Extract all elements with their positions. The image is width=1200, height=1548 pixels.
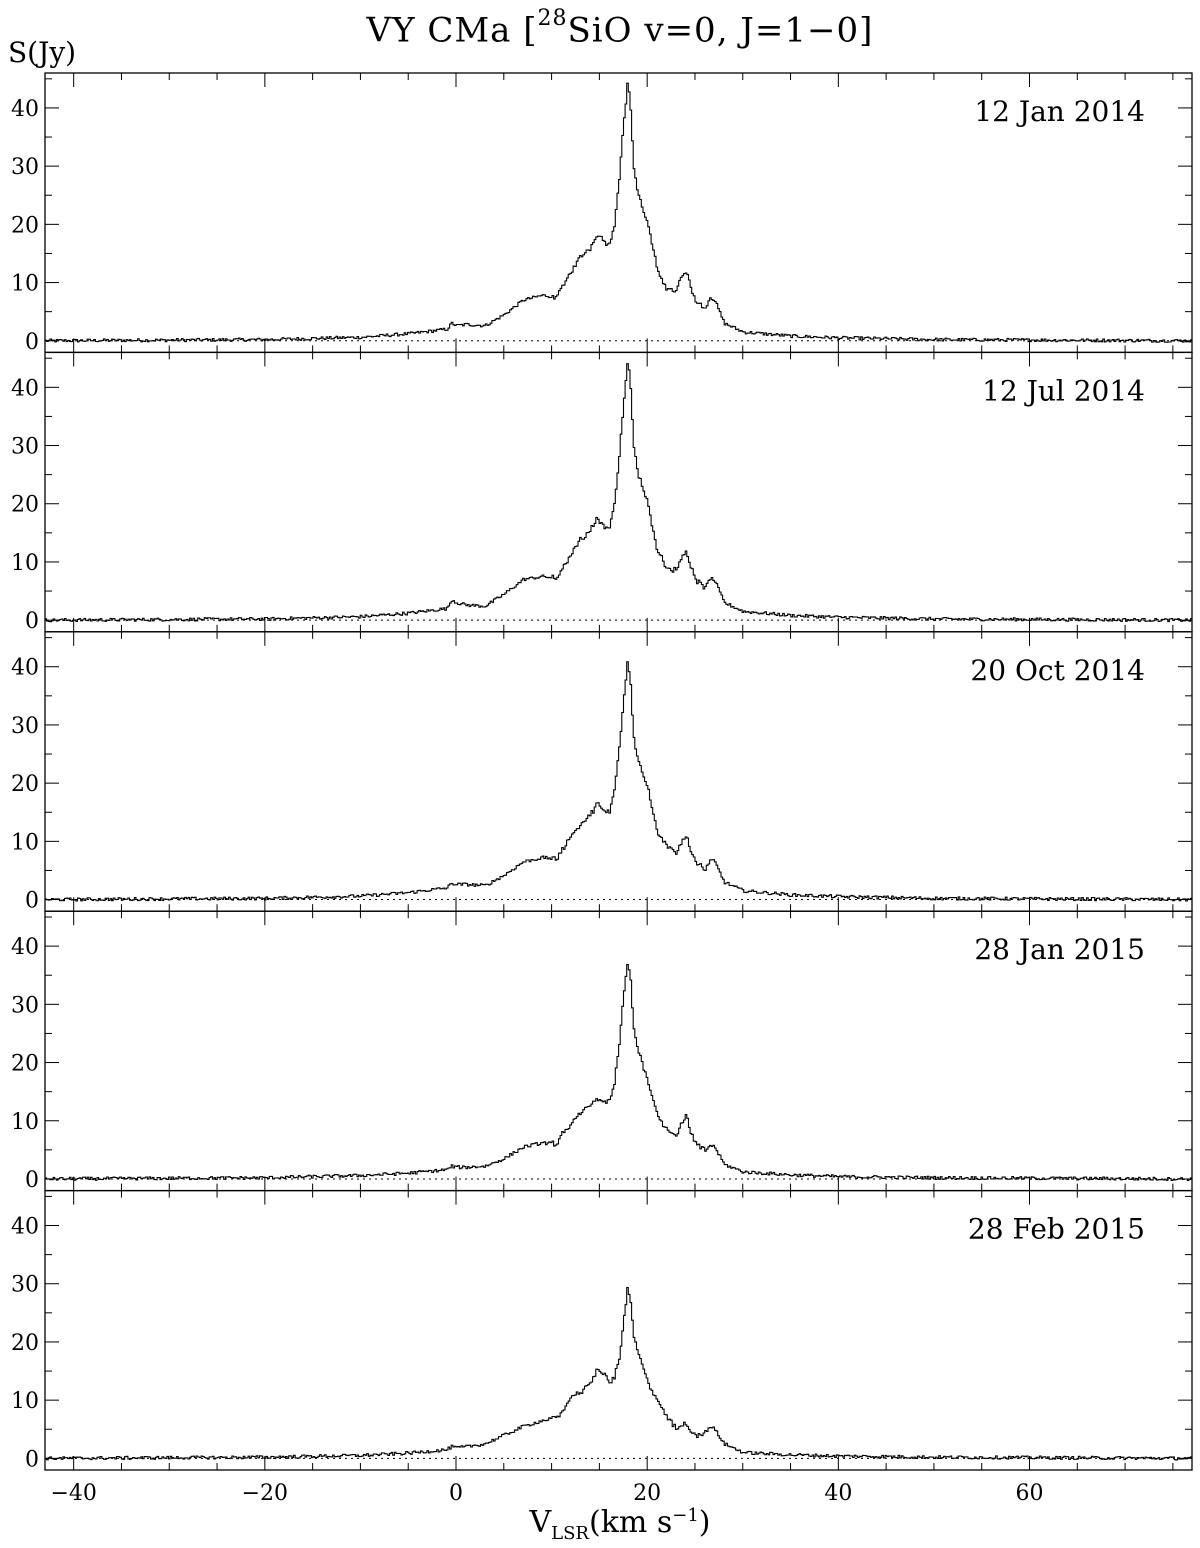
y-tick-label: 40 — [11, 1215, 39, 1240]
y-tick-label: 20 — [11, 213, 39, 238]
panel-frame — [44, 1189, 1193, 1471]
y-tick-label: 20 — [11, 1052, 39, 1077]
xlabel-close: ) — [698, 1505, 711, 1540]
title-main: VY CMa [ — [366, 10, 538, 51]
spectrum-line — [45, 363, 1192, 623]
title-isotope-superscript: 28 — [537, 6, 568, 31]
spectrum-line — [45, 1286, 1192, 1461]
spectrum-line — [45, 661, 1192, 902]
y-tick-label: 20 — [11, 1331, 39, 1356]
y-tick-label: 30 — [11, 155, 39, 180]
x-tick-label: 20 — [633, 1481, 661, 1506]
title-rest: SiO v=0, J=1−0] — [567, 10, 874, 51]
x-tick-label: 40 — [824, 1481, 852, 1506]
y-tick-label: 0 — [25, 609, 39, 634]
spectrum-line — [45, 963, 1192, 1181]
y-tick-label: 20 — [11, 772, 39, 797]
spectrum-line — [45, 82, 1192, 343]
panel-date-label: 28 Jan 2015 — [974, 933, 1145, 966]
y-tick-label: 30 — [11, 1273, 39, 1298]
y-tick-label: 0 — [25, 330, 39, 355]
panel-date-label: 28 Feb 2015 — [968, 1213, 1145, 1246]
y-axis-label: S(Jy) — [8, 36, 77, 69]
y-tick-label: 0 — [25, 1168, 39, 1193]
y-tick-label: 30 — [11, 714, 39, 739]
y-tick-label: 10 — [11, 1110, 39, 1135]
y-tick-label: 20 — [11, 493, 39, 518]
y-tick-label: 0 — [25, 1447, 39, 1472]
xlabel-superscript: −1 — [672, 1505, 699, 1526]
y-tick-label: 10 — [11, 1389, 39, 1414]
panel-date-label: 20 Oct 2014 — [970, 654, 1145, 687]
y-tick-label: 30 — [11, 993, 39, 1018]
y-tick-label: 40 — [11, 935, 39, 960]
x-tick-label: −20 — [242, 1481, 288, 1506]
y-tick-label: 10 — [11, 551, 39, 576]
x-tick-label: 0 — [449, 1481, 463, 1506]
y-tick-label: 10 — [11, 272, 39, 297]
x-tick-label: −40 — [50, 1481, 96, 1506]
y-tick-label: 40 — [11, 97, 39, 122]
y-tick-label: 0 — [25, 889, 39, 914]
x-axis-label: VLSR(km s−1) — [0, 1505, 1200, 1544]
xlabel-subscript: LSR — [551, 1523, 589, 1544]
panel-date-label: 12 Jan 2014 — [974, 95, 1145, 128]
panel-date-label: 12 Jul 2014 — [982, 374, 1145, 407]
xlabel-main: V — [529, 1505, 552, 1540]
x-tick-label: 60 — [1016, 1481, 1044, 1506]
y-tick-label: 30 — [11, 435, 39, 460]
y-tick-label: 40 — [11, 656, 39, 681]
chart-title: VY CMa [28SiO v=0, J=1−0] — [0, 6, 1200, 51]
y-tick-label: 40 — [11, 376, 39, 401]
xlabel-unit: (km s — [588, 1505, 673, 1540]
y-tick-label: 10 — [11, 830, 39, 855]
